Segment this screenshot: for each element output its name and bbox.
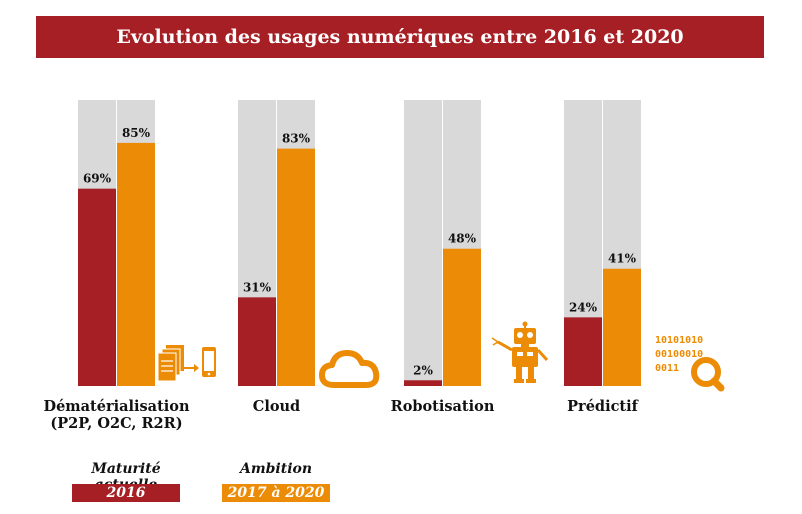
bar-0-0 bbox=[78, 188, 116, 386]
labels-group: 69% 85% Dématérialisation(P2P, O2C, R2R) 31… bbox=[44, 126, 640, 432]
category-label-2: Robotisation bbox=[391, 398, 495, 415]
legend-caption-ambition: Ambition bbox=[239, 461, 313, 477]
chart-title: Evolution des usages numériques entre 20… bbox=[36, 16, 764, 58]
bar-2-1 bbox=[443, 248, 481, 386]
bar-3-0 bbox=[564, 317, 602, 386]
category-label-1: Cloud bbox=[253, 398, 300, 415]
cloud-icon bbox=[319, 350, 380, 388]
data-label-1-1: 83% bbox=[282, 132, 311, 146]
category-sublabel-0: (P2P, O2C, R2R) bbox=[50, 415, 182, 432]
legend-swatch-actual: 2016 bbox=[72, 484, 180, 502]
bar-1-1 bbox=[277, 148, 315, 386]
data-label-3-1: 41% bbox=[608, 252, 637, 266]
data-label-0-1: 85% bbox=[122, 126, 151, 140]
category-label-3: Prédictif bbox=[567, 398, 639, 415]
data-label-0-0: 69% bbox=[83, 172, 112, 186]
bar-1-0 bbox=[238, 297, 276, 386]
binary-search-icon: 10101010 00100010 0011 bbox=[655, 335, 725, 392]
bars-group bbox=[78, 100, 641, 386]
data-label-3-0: 24% bbox=[569, 300, 598, 314]
data-label-2-0: 2% bbox=[413, 363, 433, 377]
bar-3-1 bbox=[603, 268, 641, 386]
data-label-2-1: 48% bbox=[448, 232, 477, 246]
binary-line-2: 00100010 bbox=[655, 349, 703, 360]
category-label-0: Dématérialisation bbox=[44, 398, 190, 415]
bar-2-0 bbox=[404, 380, 442, 386]
binary-line-1: 10101010 bbox=[655, 335, 703, 346]
bar-track-2-0 bbox=[404, 100, 442, 386]
binary-line-3: 0011 bbox=[655, 363, 679, 374]
bar-0-1 bbox=[117, 142, 155, 386]
data-label-1-0: 31% bbox=[243, 280, 272, 294]
robot-icon bbox=[491, 321, 549, 383]
documents-to-mobile-icon bbox=[157, 345, 216, 382]
legend-swatch-ambition: 2017 à 2020 bbox=[222, 484, 330, 502]
